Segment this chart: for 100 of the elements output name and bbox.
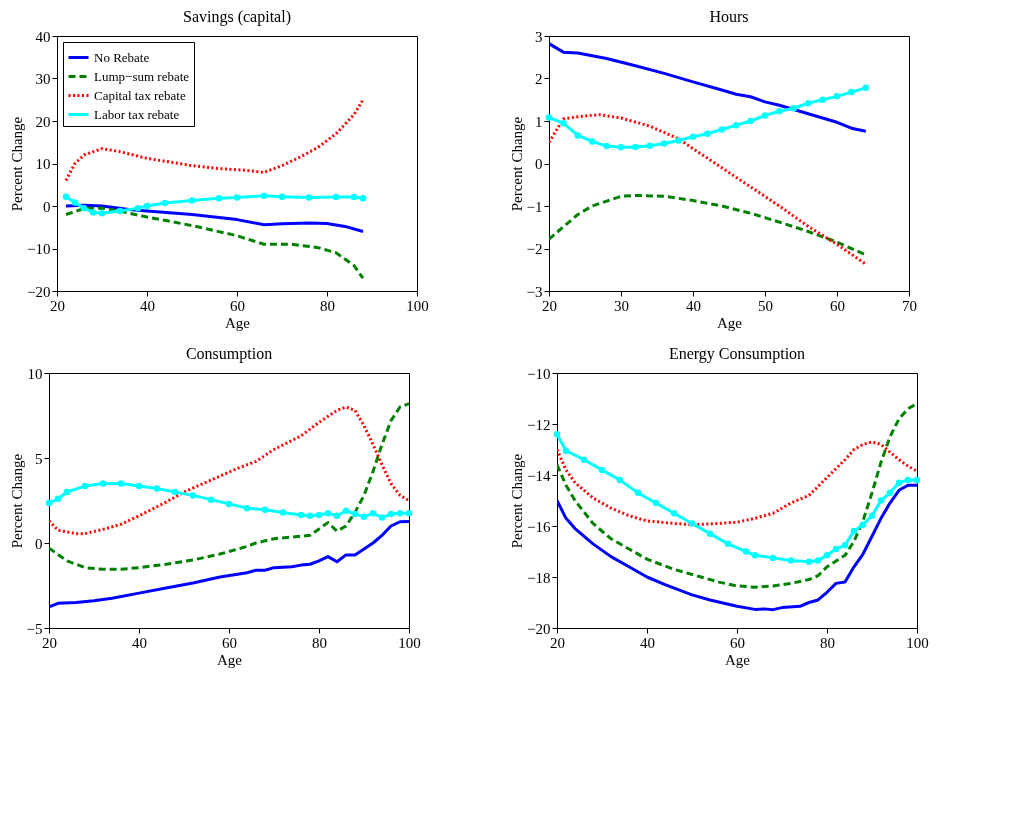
point [215,195,223,202]
point [342,507,350,514]
x-tick-label: 100 [906,634,929,651]
point [89,209,97,216]
chart-title: Savings (capital) [183,8,291,26]
x-tick-label: 40 [132,634,147,651]
point [161,199,169,207]
point [913,476,921,484]
x-axis-title: Age [225,314,251,331]
y-tick-label: −12 [527,416,551,433]
y-tick-label: 5 [35,450,43,467]
line-series [49,402,409,571]
point [670,510,678,517]
point [877,497,885,504]
point [562,447,570,455]
point [660,140,668,147]
x-tick-label: 20 [550,634,565,651]
y-tick-label: 30 [35,71,51,87]
point [233,194,241,201]
point [704,130,711,137]
point [646,142,654,149]
point [116,207,124,215]
x-axis-title: Age [217,651,243,668]
x-axis-title: Age [725,651,751,668]
line-series [557,402,917,589]
x-tick-label: 80 [312,634,327,651]
point [689,133,697,140]
line-series [549,113,868,266]
point [135,482,143,490]
point [81,482,89,490]
x-tick-label: 50 [758,297,773,314]
point [804,99,812,107]
y-tick-label: 0 [43,198,51,215]
point [63,488,71,496]
y-tick-label: −16 [527,518,551,535]
point [819,96,826,103]
x-tick-label: 80 [820,634,835,651]
point [545,114,553,121]
point [143,202,151,210]
x-tick-label: 60 [830,297,845,314]
chart-title: Consumption [185,345,273,363]
y-tick-label: 1 [535,113,543,130]
point [724,540,732,548]
point [45,499,53,507]
x-tick-label: 70 [902,297,917,314]
legend-label: Capital tax rebate [94,87,186,103]
x-tick-label: 100 [398,634,421,651]
y-tick-label: −1 [526,198,543,215]
point [261,506,269,514]
line-series [64,206,365,280]
y-tick-label: −10 [527,365,551,382]
point [332,193,340,201]
point [634,489,642,497]
chart-title: Energy Consumption [668,345,806,363]
point [652,499,660,507]
point [761,112,769,119]
y-tick-label: 10 [27,365,43,382]
y-tick-label: 2 [535,71,543,87]
point [841,541,849,549]
point [769,554,777,562]
point [814,557,822,564]
line-series [64,203,365,233]
point [189,492,197,499]
point [823,552,831,559]
point [688,520,696,527]
point [350,193,358,201]
point [850,527,858,535]
point [706,530,714,537]
x-axis-title: Age [717,314,743,331]
y-tick-label: −20 [527,620,551,637]
point [868,512,876,520]
point [387,510,395,518]
point [297,511,305,519]
y-tick-label: −14 [527,467,551,484]
point [98,209,106,217]
point [369,510,377,517]
point [742,548,750,555]
point [805,558,813,565]
line-series [49,519,409,609]
point [171,488,179,496]
point [351,510,359,518]
point [305,194,313,201]
point [99,480,107,487]
point [54,495,62,503]
point [333,512,341,520]
point [574,132,582,139]
y-tick-label: −20 [27,283,51,300]
y-tick-label: 0 [35,535,43,552]
point [747,117,754,125]
point [862,84,870,92]
point [560,119,567,127]
x-tick-label: 40 [686,297,701,314]
point [603,142,610,150]
point [260,192,268,200]
point [396,510,404,517]
y-axis-title: Percent Change [8,453,25,549]
point [790,105,798,112]
point [833,93,841,100]
point [243,504,251,512]
y-axis-title: Percent Change [9,116,26,212]
